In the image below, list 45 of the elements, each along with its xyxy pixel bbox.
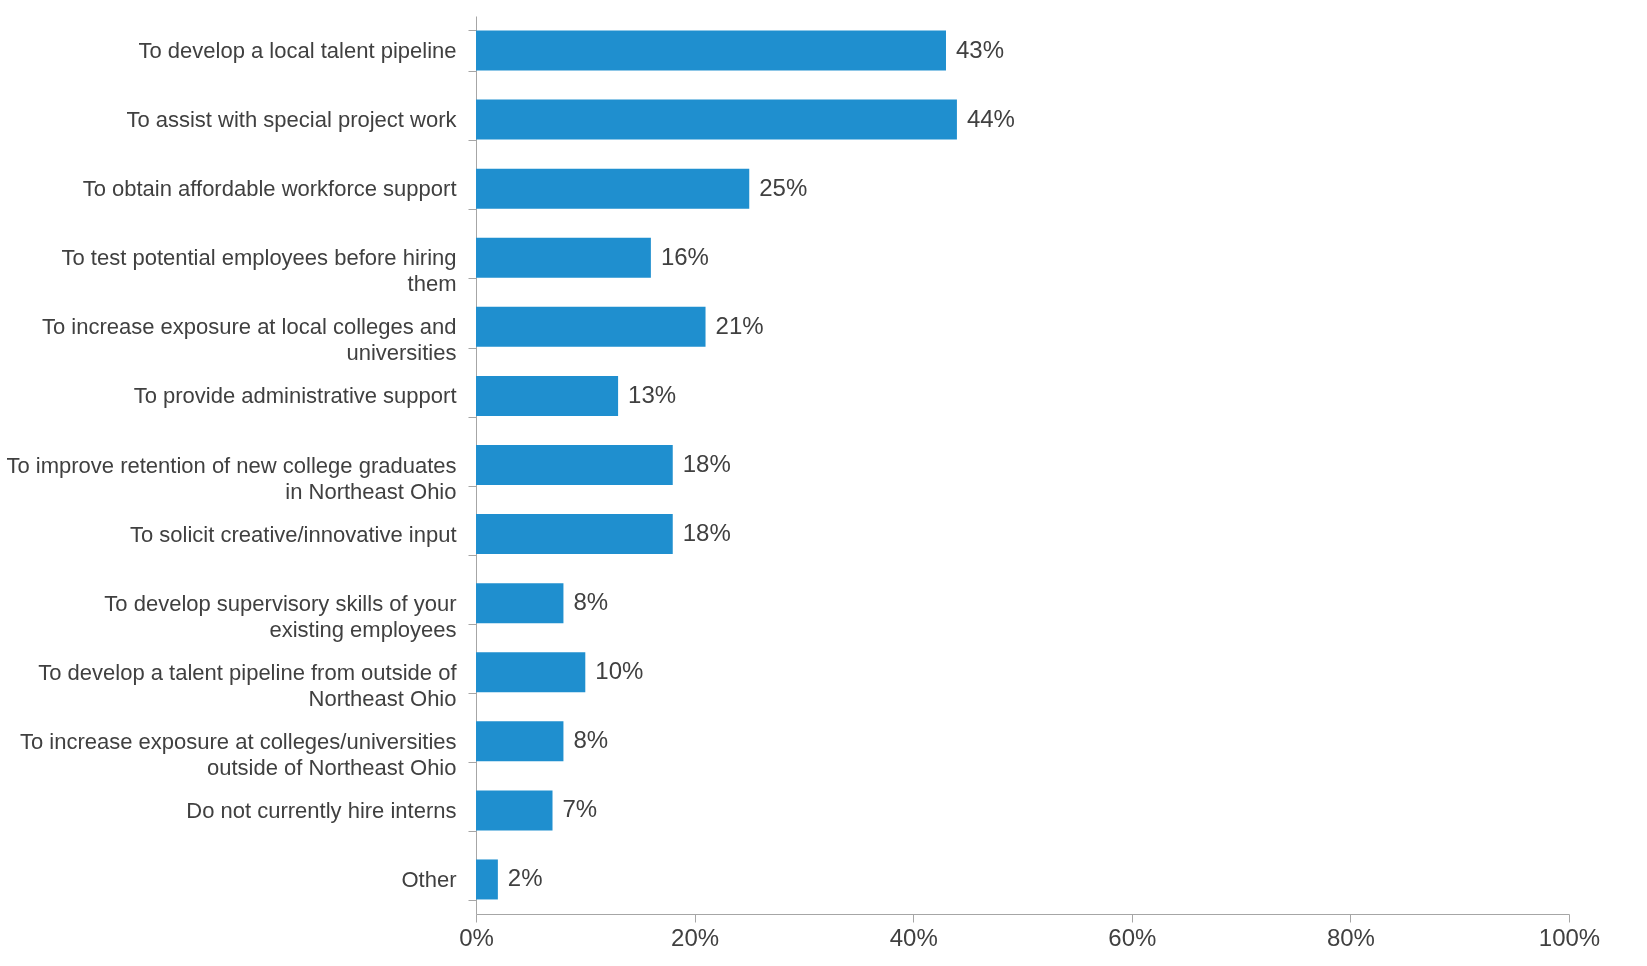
x-tick-label: 40% [889, 923, 938, 951]
data-label: 8% [573, 588, 609, 616]
data-label: 44% [966, 104, 1015, 132]
data-label: 25% [759, 173, 808, 201]
data-label: 21% [715, 311, 764, 339]
bar [476, 306, 706, 347]
y-tick-label: Other [401, 866, 457, 892]
data-label: 18% [682, 519, 731, 547]
bar [476, 237, 651, 278]
data-label: 43% [955, 35, 1005, 63]
data-label: 7% [562, 795, 598, 823]
bar [476, 514, 673, 555]
y-tick-label: To develop a talent pipeline from outside of Northeast Ohio [38, 659, 458, 711]
x-tick-label: 100% [1538, 923, 1601, 951]
y-tick-label: To improve retention of new college graduates in Northeast Ohio [6, 452, 457, 504]
data-label: 16% [660, 242, 709, 270]
x-tick-label: 80% [1326, 923, 1375, 951]
y-tick-label: To assist with special project work [126, 107, 458, 133]
y-tick-label: To develop a local talent pipeline [138, 38, 457, 64]
bar [476, 790, 553, 831]
bar [476, 99, 957, 140]
y-tick-label: Do not currently hire interns [186, 797, 457, 823]
bar [476, 721, 564, 762]
data-label: 8% [573, 726, 609, 754]
bar [476, 652, 586, 693]
bar [476, 583, 564, 624]
y-tick-label: To increase exposure at local colleges and universities [41, 314, 457, 366]
y-tick-label: To provide administrative support [133, 383, 457, 409]
y-tick-label: To test potential employees before hiring them [61, 245, 457, 297]
data-label: 10% [595, 657, 644, 685]
y-tick-label: To solicit creative/innovative input [130, 521, 457, 547]
bar [476, 445, 673, 485]
y-tick-label: To develop supervisory skills of your existing employees [104, 590, 457, 642]
data-label: 18% [682, 450, 731, 477]
y-tick-label: To increase exposure at colleges/universities outside of Northeast Ohio [19, 728, 457, 780]
x-tick-label: 20% [671, 923, 720, 951]
bar [476, 375, 619, 416]
data-label: 2% [507, 864, 543, 892]
bar [476, 859, 498, 900]
bar [476, 30, 946, 71]
data-label: 13% [628, 380, 677, 408]
x-tick-label: 60% [1108, 923, 1157, 951]
x-tick-label: 0% [459, 923, 494, 951]
y-tick-label: To obtain affordable workforce support [82, 176, 457, 202]
bar [476, 168, 750, 209]
